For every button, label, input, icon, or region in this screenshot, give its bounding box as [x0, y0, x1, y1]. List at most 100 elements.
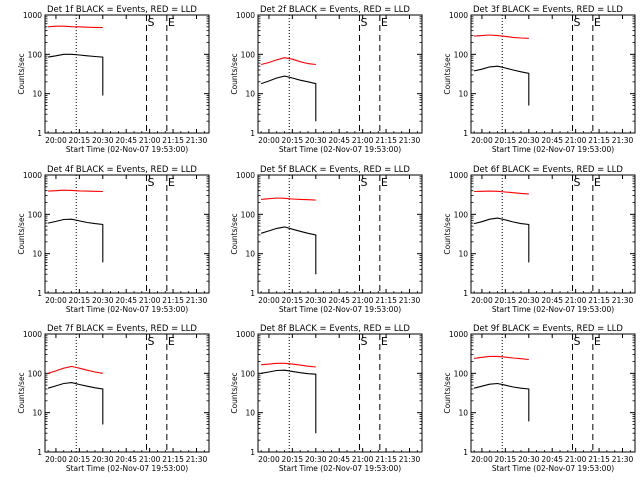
- x-tick-label: 20:15: [282, 296, 304, 305]
- x-tick-label: 21:15: [162, 136, 184, 145]
- y-tick-label: 100: [241, 369, 256, 378]
- x-axis-label: Start Time (02-Nov-07 19:53:00): [279, 305, 401, 314]
- y-tick-label: 1000: [449, 330, 468, 339]
- lld-series-line: [47, 365, 103, 374]
- y-tick-label: 100: [454, 369, 469, 378]
- y-axis-label: Counts/sec: [443, 53, 452, 94]
- y-tick-label: 100: [241, 210, 256, 219]
- x-axis-label: Start Time (02-Nov-07 19:53:00): [492, 464, 614, 473]
- y-tick-label: 1: [37, 448, 42, 457]
- x-tick-label: 20:15: [495, 136, 517, 145]
- lld-series-line: [474, 190, 529, 195]
- plot-frame: [257, 333, 423, 453]
- y-tick-label: 10: [245, 250, 255, 259]
- x-tick-label: 20:00: [471, 296, 493, 305]
- panel-title: Det 4f BLACK = Events, RED = LLD: [47, 165, 197, 175]
- lld-series-line: [48, 25, 103, 29]
- panel-title: Det 2f BLACK = Events, RED = LLD: [260, 5, 410, 15]
- x-tick-label: 21:15: [588, 296, 610, 305]
- x-tick-label: 20:45: [115, 296, 137, 305]
- x-tick-label: 20:15: [282, 455, 304, 464]
- x-tick-label: 21:30: [399, 296, 421, 305]
- x-tick-label: 20:45: [541, 136, 563, 145]
- x-tick-label: 21:15: [375, 136, 397, 145]
- marker-label: E: [594, 16, 601, 29]
- x-tick-label: 21:30: [186, 296, 208, 305]
- plot-frame: [470, 174, 636, 294]
- y-tick-label: 1000: [23, 330, 42, 339]
- marker-label: E: [594, 335, 601, 348]
- x-tick-label: 20:30: [92, 455, 114, 464]
- x-tick-label: 20:30: [518, 136, 540, 145]
- y-tick-label: 1000: [449, 171, 468, 180]
- panel-title: Det 1f BLACK = Events, RED = LLD: [47, 5, 197, 15]
- plot-frame: [257, 174, 423, 294]
- panel-title: Det 6f BLACK = Events, RED = LLD: [473, 165, 623, 175]
- x-tick-label: 20:15: [282, 136, 304, 145]
- marker-label: S: [574, 16, 581, 29]
- lld-series-line: [261, 197, 316, 201]
- y-tick-label: 10: [32, 409, 42, 418]
- x-tick-label: 21:00: [565, 296, 587, 305]
- x-tick-label: 20:45: [541, 455, 563, 464]
- y-tick-label: 10: [458, 409, 468, 418]
- y-tick-label: 10: [458, 250, 468, 259]
- x-tick-label: 20:00: [258, 455, 280, 464]
- x-tick-label: 20:30: [92, 136, 114, 145]
- x-tick-label: 21:30: [612, 136, 634, 145]
- x-tick-label: 20:45: [328, 136, 350, 145]
- lld-series-line: [260, 57, 316, 66]
- x-axis-label: Start Time (02-Nov-07 19:53:00): [279, 464, 401, 473]
- y-tick-label: 1: [250, 289, 255, 298]
- marker-label: E: [594, 176, 601, 189]
- panel-title: Det 7f BLACK = Events, RED = LLD: [47, 324, 197, 334]
- y-tick-label: 1: [463, 448, 468, 457]
- x-axis-label: Start Time (02-Nov-07 19:53:00): [66, 145, 188, 154]
- y-tick-label: 1000: [23, 171, 42, 180]
- marker-label: S: [361, 16, 368, 29]
- y-axis-label: Counts/sec: [230, 372, 239, 413]
- x-tick-label: 20:00: [471, 455, 493, 464]
- y-tick-label: 10: [32, 90, 42, 99]
- x-tick-label: 21:00: [352, 296, 374, 305]
- y-tick-label: 1000: [236, 330, 255, 339]
- marker-label: S: [574, 176, 581, 189]
- x-tick-label: 20:45: [328, 296, 350, 305]
- x-tick-label: 21:30: [612, 455, 634, 464]
- events-series-line: [47, 382, 104, 425]
- x-tick-label: 20:00: [471, 136, 493, 145]
- y-tick-label: 1000: [236, 171, 255, 180]
- events-series-line: [261, 369, 317, 434]
- y-tick-label: 1000: [23, 11, 42, 20]
- y-axis-label: Counts/sec: [230, 213, 239, 254]
- events-series-line: [260, 75, 317, 122]
- y-tick-label: 1: [463, 129, 468, 138]
- x-tick-label: 20:30: [518, 455, 540, 464]
- y-tick-label: 10: [245, 90, 255, 99]
- y-axis-label: Counts/sec: [17, 53, 26, 94]
- x-tick-label: 20:45: [328, 455, 350, 464]
- x-tick-label: 20:45: [115, 455, 137, 464]
- x-axis-label: Start Time (02-Nov-07 19:53:00): [66, 464, 188, 473]
- plot-frame: [44, 14, 210, 134]
- x-tick-label: 21:00: [352, 455, 374, 464]
- x-tick-label: 21:15: [588, 455, 610, 464]
- y-tick-label: 1: [250, 129, 255, 138]
- plot-frame: [44, 333, 210, 453]
- x-tick-label: 20:30: [305, 455, 327, 464]
- x-axis-label: Start Time (02-Nov-07 19:53:00): [492, 305, 614, 314]
- y-tick-label: 100: [454, 210, 469, 219]
- events-series-line: [473, 382, 530, 422]
- x-tick-label: 21:00: [565, 136, 587, 145]
- y-tick-label: 1: [37, 129, 42, 138]
- x-tick-label: 20:00: [258, 296, 280, 305]
- y-tick-label: 100: [28, 369, 43, 378]
- x-tick-label: 21:15: [375, 296, 397, 305]
- y-axis-label: Counts/sec: [443, 213, 452, 254]
- y-axis-label: Counts/sec: [17, 372, 26, 413]
